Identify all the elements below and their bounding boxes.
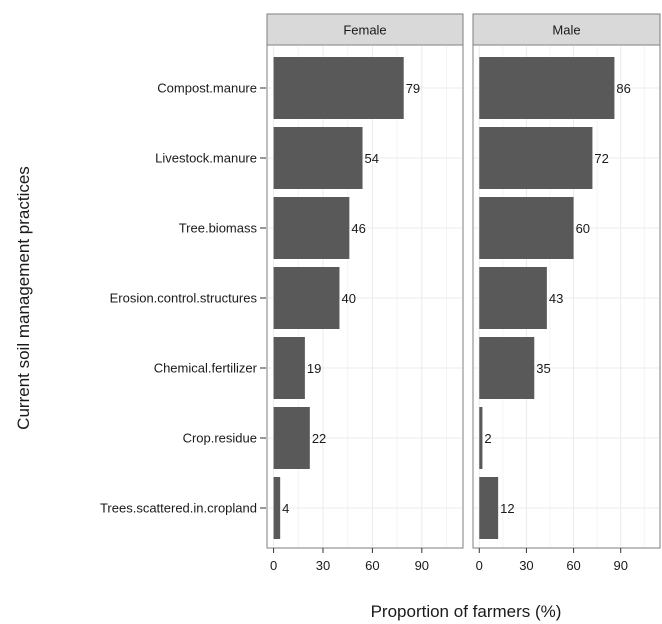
bar-value-label: 46 (351, 221, 365, 236)
y-tick-label: Compost.manure (157, 81, 257, 96)
bar-value-label: 22 (312, 431, 326, 446)
x-axis-title: Proportion of farmers (%) (371, 602, 562, 621)
x-tick-label: 30 (316, 558, 330, 573)
y-tick-label: Livestock.manure (155, 151, 257, 166)
facet-strip (266, 13, 464, 46)
bar-value-label: 4 (282, 501, 289, 516)
bar (479, 197, 574, 259)
bar (479, 57, 615, 119)
bar (273, 407, 310, 469)
bar (479, 477, 499, 539)
bar-value-label: 43 (549, 291, 563, 306)
y-tick-label: Erosion.control.structures (110, 291, 258, 306)
bar (273, 337, 305, 399)
bar-value-label: 79 (406, 81, 420, 96)
y-tick-label: Trees.scattered.in.cropland (100, 501, 257, 516)
bar (479, 127, 593, 189)
bar-value-label: 60 (576, 221, 590, 236)
x-tick-label: 30 (519, 558, 533, 573)
bar-value-label: 86 (616, 81, 630, 96)
y-tick-label: Tree.biomass (179, 221, 258, 236)
y-axis-tick-labels: Compost.manure Livestock.manure Tree.bioma… (100, 81, 266, 516)
x-tick-label: 60 (365, 558, 379, 573)
bar-value-label: 35 (536, 361, 550, 376)
bar (273, 197, 350, 259)
bar-value-label: 19 (307, 361, 321, 376)
bar-value-label: 54 (365, 151, 379, 166)
bar-value-label: 2 (484, 431, 491, 446)
x-tick-label: 0 (270, 558, 277, 573)
x-tick-label: 90 (613, 558, 627, 573)
bar-value-label: 72 (594, 151, 608, 166)
x-tick-label: 60 (566, 558, 580, 573)
x-tick-label: 0 (476, 558, 483, 573)
bar (273, 127, 363, 189)
y-tick-label: Chemical.fertilizer (154, 361, 258, 376)
y-tick-label: Crop.residue (183, 431, 257, 446)
bar-value-label: 40 (341, 291, 355, 306)
facet-strip (472, 13, 661, 46)
bar-value-label: 12 (500, 501, 514, 516)
facet-strip-label: Female (343, 23, 386, 38)
bar (479, 337, 535, 399)
facet-panel-male: Male 86 72 60 43 35 2 12 0 30 60 90 (472, 13, 661, 573)
bar (273, 267, 340, 329)
y-axis-title: Current soil management practices (14, 166, 33, 430)
bar (479, 267, 547, 329)
facet-strip-label: Male (552, 23, 580, 38)
x-tick-label: 90 (415, 558, 429, 573)
bar (273, 57, 404, 119)
bar (273, 477, 281, 539)
bar (479, 407, 483, 469)
